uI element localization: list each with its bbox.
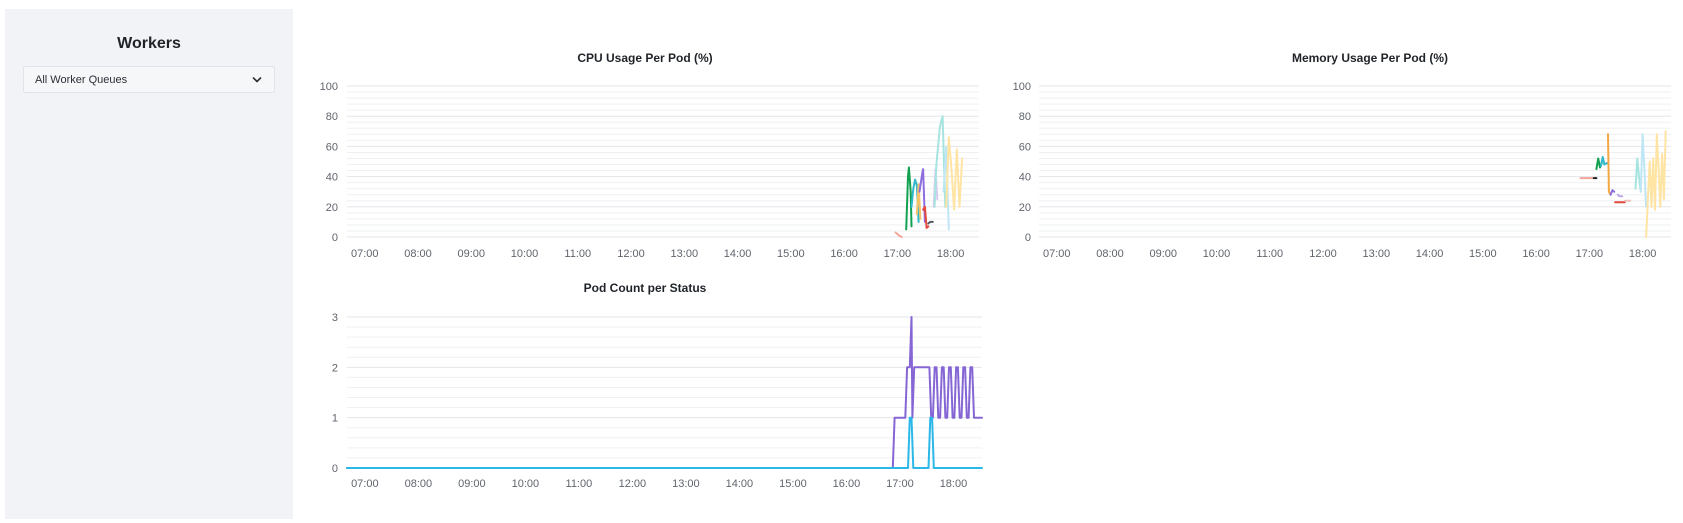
x-tick-label: 09:00 <box>458 248 486 260</box>
y-tick-label: 40 <box>326 172 338 184</box>
chevron-down-icon <box>252 77 262 83</box>
series-line-10 <box>1634 157 1642 193</box>
y-tick-label: 100 <box>320 81 338 93</box>
series-line-9 <box>933 115 947 208</box>
x-tick-label: 14:00 <box>726 478 754 490</box>
series-line-1 <box>346 316 983 469</box>
x-tick-label: 11:00 <box>566 478 593 490</box>
series-line-8 <box>1616 193 1624 198</box>
x-tick-label: 17:00 <box>884 248 912 260</box>
cpu-chart-title: CPU Usage Per Pod (%) <box>577 51 713 65</box>
y-tick-label: 20 <box>1019 202 1031 214</box>
x-tick-label: 17:00 <box>886 478 914 490</box>
x-tick-label: 12:00 <box>1309 248 1337 260</box>
x-tick-label: 11:00 <box>564 248 591 260</box>
y-tick-label: 20 <box>326 202 338 214</box>
x-tick-label: 15:00 <box>1469 248 1497 260</box>
x-tick-label: 16:00 <box>830 248 858 260</box>
x-tick-label: 07:00 <box>1043 248 1071 260</box>
worker-queue-select[interactable]: All Worker Queues <box>23 66 275 93</box>
x-tick-label: 12:00 <box>617 248 645 260</box>
series-line-7 <box>927 220 934 225</box>
y-tick-label: 3 <box>332 312 338 324</box>
x-tick-label: 10:00 <box>512 478 540 490</box>
y-tick-label: 2 <box>332 362 338 374</box>
x-tick-label: 18:00 <box>940 478 968 490</box>
x-tick-label: 16:00 <box>1522 248 1550 260</box>
y-tick-label: 100 <box>1013 81 1031 93</box>
x-tick-label: 15:00 <box>777 248 805 260</box>
x-tick-label: 14:00 <box>724 248 752 260</box>
x-tick-label: 11:00 <box>1256 248 1283 260</box>
y-tick-label: 1 <box>332 413 338 425</box>
y-tick-label: 0 <box>332 232 338 244</box>
y-tick-label: 60 <box>1019 141 1031 153</box>
x-tick-label: 15:00 <box>779 478 807 490</box>
x-tick-label: 13:00 <box>671 248 699 260</box>
x-tick-label: 07:00 <box>351 248 379 260</box>
x-tick-label: 18:00 <box>1629 248 1657 260</box>
series-line-6 <box>1609 189 1616 196</box>
x-tick-label: 10:00 <box>511 248 539 260</box>
worker-queue-select-value: All Worker Queues <box>35 74 128 86</box>
x-tick-label: 07:00 <box>351 478 379 490</box>
series-line-6 <box>922 205 930 229</box>
x-tick-label: 08:00 <box>405 478 433 490</box>
x-tick-label: 18:00 <box>937 248 965 260</box>
sidebar-title: Workers <box>117 35 181 52</box>
pod-count-chart-title: Pod Count per Status <box>583 281 707 295</box>
x-tick-label: 12:00 <box>619 478 647 490</box>
x-tick-label: 13:00 <box>1363 248 1391 260</box>
x-tick-label: 13:00 <box>672 478 700 490</box>
series-line-4 <box>1599 156 1609 167</box>
sidebar: Workers All Worker Queues <box>5 9 293 519</box>
x-tick-label: 08:00 <box>1096 248 1124 260</box>
y-tick-label: 40 <box>1019 172 1031 184</box>
x-tick-label: 17:00 <box>1576 248 1604 260</box>
y-tick-label: 60 <box>326 141 338 153</box>
memory-chart-title: Memory Usage Per Pod (%) <box>1291 51 1449 65</box>
series-line-10 <box>942 145 950 231</box>
x-tick-label: 14:00 <box>1416 248 1444 260</box>
x-tick-label: 16:00 <box>833 478 861 490</box>
series-line-1 <box>894 231 903 238</box>
x-tick-label: 08:00 <box>404 248 432 260</box>
y-tick-label: 80 <box>1019 111 1031 123</box>
series-line-4 <box>915 183 922 220</box>
y-tick-label: 0 <box>332 463 338 475</box>
series-line-12 <box>1645 130 1667 238</box>
x-tick-label: 10:00 <box>1203 248 1231 260</box>
series-line-5 <box>918 168 926 223</box>
series-line-11 <box>945 136 964 211</box>
series-line-11 <box>1639 133 1648 208</box>
series-line-2 <box>346 416 983 469</box>
x-tick-label: 09:00 <box>458 478 486 490</box>
y-tick-label: 80 <box>326 111 338 123</box>
y-tick-label: 0 <box>1025 232 1031 244</box>
x-tick-label: 09:00 <box>1150 248 1178 260</box>
